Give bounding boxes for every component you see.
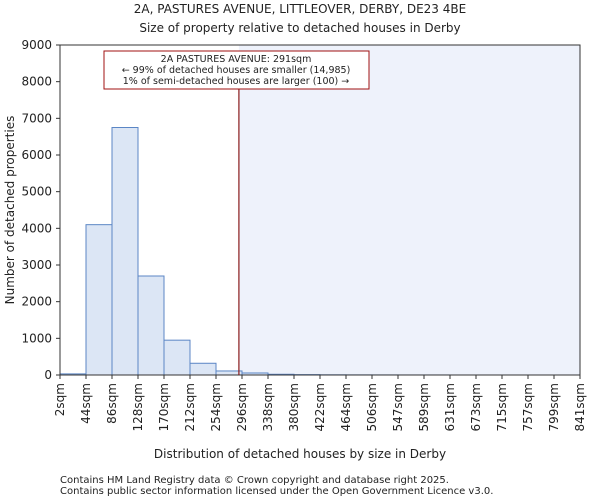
x-tick-label: 338sqm — [261, 383, 275, 431]
y-tick-label: 1000 — [21, 331, 52, 345]
x-tick-label: 589sqm — [417, 383, 431, 431]
y-tick-label: 2000 — [21, 295, 52, 309]
x-axis-label: Distribution of detached houses by size … — [154, 447, 446, 461]
x-tick-label: 380sqm — [287, 383, 301, 431]
bar-86sqm — [111, 127, 139, 376]
y-tick-label: 0 — [44, 368, 52, 382]
x-tick-label: 547sqm — [391, 383, 405, 431]
y-tick-label: 6000 — [21, 148, 52, 162]
y-axis-label: Number of detached properties — [3, 116, 17, 305]
footer-line1: Contains HM Land Registry data © Crown c… — [60, 475, 449, 486]
x-tick-label: 799sqm — [547, 383, 561, 431]
x-tick-label: 254sqm — [209, 383, 223, 431]
y-tick-label: 9000 — [21, 38, 52, 52]
bar-128sqm — [137, 275, 165, 376]
x-tick-label: 86sqm — [105, 383, 119, 424]
y-axis: 0 1000 2000 3000 4000 5000 6000 7000 8000 9000 — [21, 38, 60, 382]
y-tick-label: 7000 — [21, 111, 52, 125]
annotation-box — [103, 50, 370, 90]
larger-properties-region — [238, 45, 580, 375]
x-axis: 2sqm 44sqm 86sqm 128sqm 170sqm 212sqm 254sqm 29… — [53, 375, 587, 431]
x-tick-label: 422sqm — [313, 383, 327, 431]
chart-subtitle: Size of property relative to detached ho… — [139, 21, 460, 35]
bar-212sqm — [189, 362, 217, 376]
x-tick-label: 841sqm — [573, 383, 587, 431]
x-tick-label: 44sqm — [79, 383, 93, 424]
chart-title: 2A, PASTURES AVENUE, LITTLEOVER, DERBY, … — [134, 2, 466, 16]
bars-group — [59, 127, 451, 376]
x-tick-label: 464sqm — [339, 383, 353, 431]
bar-170sqm — [163, 339, 191, 376]
y-tick-label: 3000 — [21, 258, 52, 272]
x-tick-label: 673sqm — [469, 383, 483, 431]
x-tick-label: 128sqm — [131, 383, 145, 431]
y-tick-label: 5000 — [21, 185, 52, 199]
bar-44sqm — [85, 224, 113, 376]
y-tick-label: 8000 — [21, 75, 52, 89]
x-tick-label: 631sqm — [443, 383, 457, 431]
annotation-line2: ← 99% of detached houses are smaller (14… — [122, 65, 351, 76]
x-tick-label: 757sqm — [521, 383, 535, 431]
x-tick-label: 2sqm — [53, 383, 67, 416]
footer-line2: Contains public sector information licen… — [60, 486, 493, 497]
x-tick-label: 212sqm — [183, 383, 197, 431]
x-tick-label: 506sqm — [365, 383, 379, 431]
x-tick-label: 715sqm — [495, 383, 509, 431]
bar-254sqm — [215, 370, 243, 376]
annotation-line3: 1% of semi-detached houses are larger (1… — [123, 76, 350, 87]
y-tick-label: 4000 — [21, 221, 52, 235]
x-tick-label: 296sqm — [235, 383, 249, 431]
annotation-line1: 2A PASTURES AVENUE: 291sqm — [161, 54, 312, 65]
x-tick-label: 170sqm — [157, 383, 171, 431]
